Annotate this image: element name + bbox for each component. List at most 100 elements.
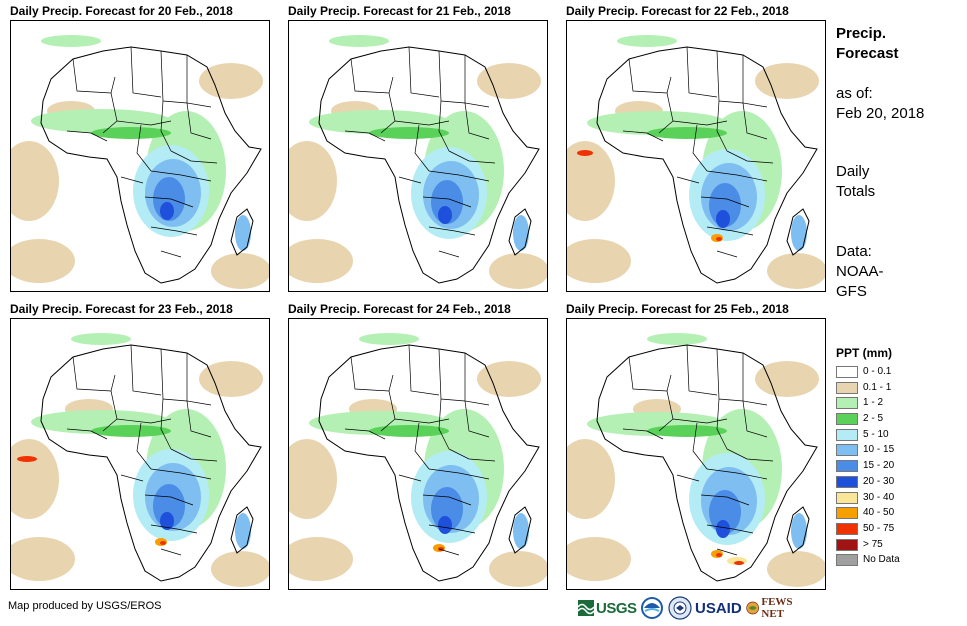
country-border — [72, 356, 116, 392]
legend-item: 20 - 30 — [836, 475, 956, 491]
country-border — [706, 468, 768, 480]
country-border — [160, 50, 188, 104]
precip-area — [567, 439, 615, 519]
legend-swatch — [836, 381, 858, 394]
legend-swatch — [836, 522, 858, 535]
data-source-line2: NOAA- — [836, 263, 884, 280]
country-border — [72, 58, 116, 94]
legend-label: 40 - 50 — [863, 507, 895, 519]
legend-item: > 75 — [836, 538, 956, 554]
legend-label: 5 - 10 — [863, 428, 889, 440]
country-border — [408, 344, 440, 396]
country-border — [622, 130, 664, 142]
country-border — [398, 474, 422, 482]
precip-area — [211, 253, 269, 289]
precip-area — [211, 551, 269, 587]
precip-area — [734, 561, 744, 565]
legend-item: 5 - 10 — [836, 428, 956, 444]
country-border — [742, 400, 768, 438]
country-border — [742, 102, 768, 140]
country-border — [422, 494, 472, 506]
africa-map — [566, 20, 826, 292]
legend-label: No Data — [863, 554, 900, 566]
country-border — [170, 448, 218, 462]
country-border — [116, 418, 172, 424]
precip-area — [71, 333, 131, 345]
panel-title: Daily Precip. Forecast for 20 Feb., 2018 — [10, 4, 233, 18]
legend-label: 2 - 5 — [863, 413, 884, 425]
country-border — [464, 400, 490, 438]
legend-label: 50 - 75 — [863, 522, 895, 534]
usaid-logo-text: USAID — [695, 599, 742, 617]
country-border — [628, 58, 672, 94]
country-border — [716, 100, 728, 152]
precip-area — [11, 239, 75, 283]
legend-item: 15 - 20 — [836, 459, 956, 475]
precip-area — [716, 210, 730, 228]
country-border — [706, 170, 768, 182]
country-border — [706, 524, 754, 534]
panel-title: Daily Precip. Forecast for 23 Feb., 2018 — [10, 302, 233, 316]
country-border — [692, 422, 708, 470]
legend-swatch — [836, 554, 858, 567]
country-border — [448, 448, 496, 462]
totals-line2: Totals — [836, 183, 876, 200]
precip-area — [791, 215, 807, 251]
country-border — [414, 124, 430, 172]
country-border — [160, 398, 172, 450]
madagascar-outline — [230, 506, 254, 554]
madagascar-outline — [508, 506, 532, 554]
country-border — [120, 474, 144, 482]
country-border — [438, 250, 460, 258]
precip-area — [289, 141, 337, 221]
country-border — [160, 548, 182, 556]
country-border — [170, 150, 218, 164]
legend-item: 10 - 15 — [836, 443, 956, 459]
precip-area — [477, 63, 541, 99]
country-border — [144, 494, 194, 506]
precip-area — [11, 439, 59, 519]
panel-title: Daily Precip. Forecast for 25 Feb., 2018 — [566, 302, 789, 316]
precip-area — [160, 202, 174, 220]
precip-map — [11, 35, 269, 289]
precip-area — [755, 63, 819, 99]
usgs-logo-text: USGS — [596, 599, 637, 617]
forecast-panel-2: Daily Precip. Forecast for 21 Feb., 2018 — [288, 4, 548, 294]
precip-area — [160, 512, 174, 530]
precip-area — [709, 490, 741, 534]
precip-area — [716, 520, 730, 538]
country-border — [160, 250, 182, 258]
country-border — [672, 418, 728, 424]
precip-area — [716, 237, 722, 241]
precip-area — [477, 361, 541, 397]
africa-map — [288, 20, 548, 292]
country-border — [130, 344, 162, 396]
country-border — [676, 176, 700, 184]
country-border — [692, 124, 708, 172]
precip-area — [567, 537, 631, 581]
madagascar-outline — [786, 208, 810, 256]
country-border — [428, 170, 490, 182]
country-border — [414, 422, 430, 470]
panel-title: Daily Precip. Forecast for 21 Feb., 2018 — [288, 4, 511, 18]
country-border — [428, 468, 490, 480]
precip-area — [41, 35, 101, 47]
country-border — [186, 102, 212, 140]
legend-label: 30 - 40 — [863, 491, 895, 503]
precip-area — [647, 425, 727, 437]
noaa-logo — [640, 595, 664, 621]
country-border — [686, 344, 718, 396]
forecast-panel-4: Daily Precip. Forecast for 23 Feb., 2018 — [10, 302, 270, 592]
legend-swatch — [836, 475, 858, 488]
legend-label: 15 - 20 — [863, 460, 895, 472]
precip-map — [289, 35, 547, 289]
data-source-line3: GFS — [836, 283, 867, 300]
country-border — [344, 130, 386, 142]
precip-area — [369, 425, 449, 437]
country-border — [438, 348, 466, 402]
legend-item: 0.1 - 1 — [836, 381, 956, 397]
country-border — [716, 250, 738, 258]
country-border — [700, 494, 750, 506]
country-border — [700, 196, 750, 208]
precip-map — [567, 333, 825, 587]
